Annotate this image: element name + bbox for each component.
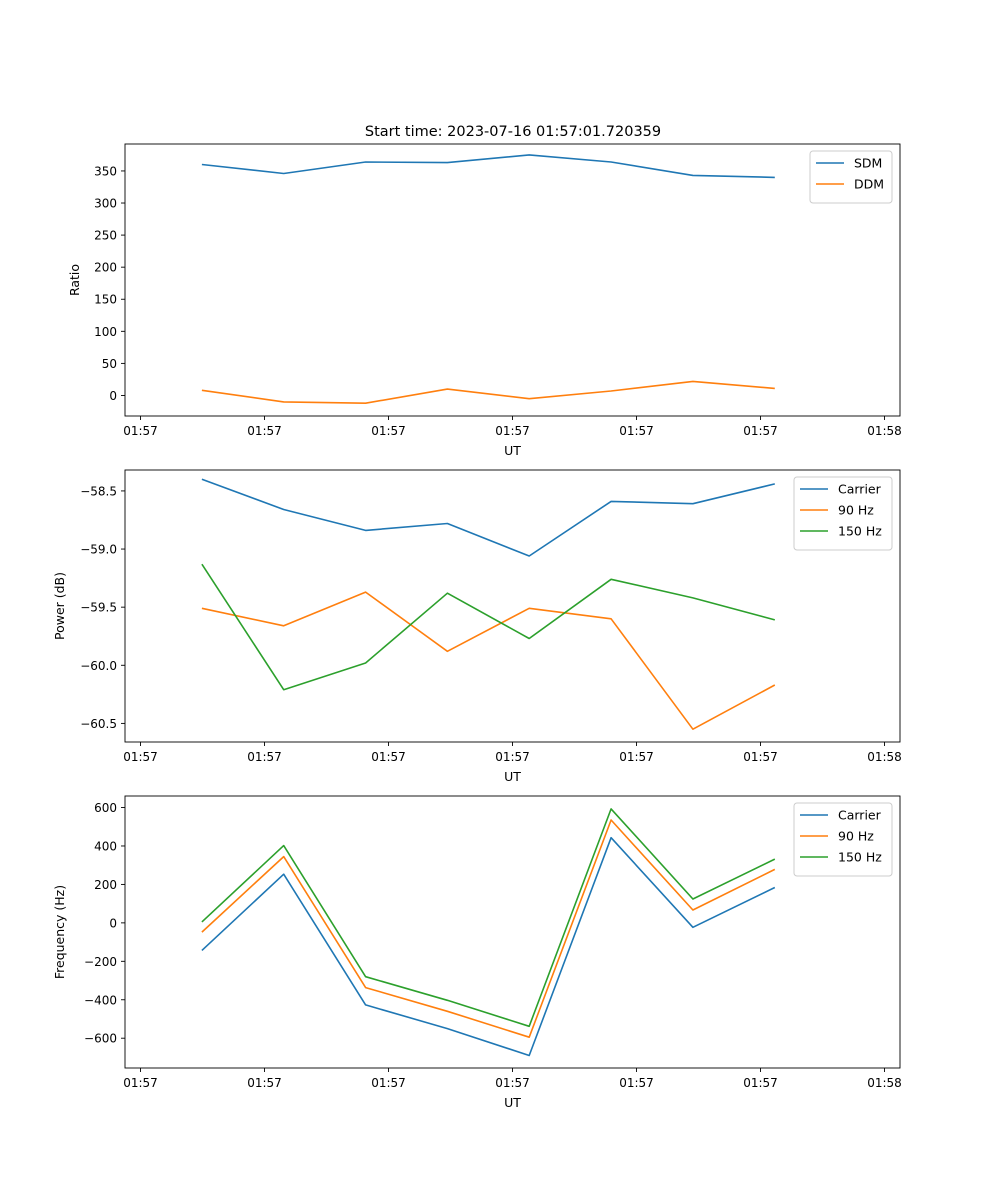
x-tick-label: 01:57 bbox=[619, 424, 654, 438]
y-tick-label: 0 bbox=[109, 389, 117, 403]
x-tick-label: 01:57 bbox=[371, 750, 406, 764]
x-tick-label: 01:57 bbox=[371, 424, 406, 438]
panel-2: 01:57 01:57 01:57 01:57 01:57 01:57 01:58 −60.5… bbox=[52, 469, 902, 784]
x-tick-label: 01:57 bbox=[123, 424, 158, 438]
y-tick-label: 300 bbox=[94, 197, 117, 211]
y-tick-label: 250 bbox=[94, 229, 117, 243]
series-line-ddm bbox=[201, 380, 775, 405]
legend-label: DDM bbox=[854, 177, 884, 192]
legend: Carrier 90 Hz 150 Hz bbox=[793, 802, 893, 877]
x-axis-label: UT bbox=[504, 1095, 521, 1110]
y-tick-label: 50 bbox=[102, 357, 117, 371]
series-line-150-hz bbox=[201, 563, 776, 691]
series-line-90-hz bbox=[201, 819, 776, 1038]
y-tick-label: −400 bbox=[84, 993, 117, 1007]
panel-1: 01:57 01:57 01:57 01:57 01:57 01:57 01:58 0 50 10… bbox=[67, 143, 902, 458]
x-tick-label: 01:57 bbox=[495, 750, 530, 764]
series-line-150-hz bbox=[201, 808, 776, 1028]
series-line-carrier bbox=[201, 836, 776, 1057]
x-axis-label: UT bbox=[504, 769, 521, 784]
legend-label: SDM bbox=[854, 156, 882, 171]
y-tick-label: −59.0 bbox=[80, 543, 117, 557]
x-tick-label: 01:57 bbox=[123, 750, 158, 764]
x-tick-label: 01:57 bbox=[371, 1076, 406, 1090]
y-tick-label: −60.5 bbox=[80, 717, 117, 731]
legend-label: Carrier bbox=[838, 482, 882, 497]
y-tick-label: 350 bbox=[94, 164, 117, 178]
y-axis-label: Frequency (Hz) bbox=[52, 885, 67, 979]
y-tick-label: −600 bbox=[84, 1032, 117, 1046]
y-tick-label: −200 bbox=[84, 955, 117, 969]
x-tick-label: 01:57 bbox=[495, 1076, 530, 1090]
series-line-90-hz bbox=[201, 591, 776, 731]
y-tick-label: −60.0 bbox=[80, 659, 117, 673]
legend-label: 90 Hz bbox=[838, 829, 874, 844]
figure-title: Start time: 2023-07-16 01:57:01.720359 bbox=[365, 124, 661, 140]
x-tick-label: 01:58 bbox=[867, 750, 902, 764]
y-tick-label: −58.5 bbox=[80, 484, 117, 498]
legend-label: 150 Hz bbox=[838, 524, 882, 539]
y-tick-label: 600 bbox=[94, 801, 117, 815]
x-tick-label: 01:57 bbox=[743, 750, 778, 764]
x-tick-label: 01:57 bbox=[743, 424, 778, 438]
legend: SDM DDM bbox=[809, 150, 893, 204]
y-tick-label: 150 bbox=[94, 293, 117, 307]
y-tick-label: 200 bbox=[94, 878, 117, 892]
series-line-carrier bbox=[201, 478, 775, 557]
y-tick-label: 100 bbox=[94, 325, 117, 339]
legend: Carrier 90 Hz 150 Hz bbox=[793, 476, 893, 551]
series-line-sdm bbox=[201, 154, 775, 179]
x-tick-label: 01:57 bbox=[247, 1076, 282, 1090]
x-tick-label: 01:57 bbox=[619, 1076, 654, 1090]
axes-frame bbox=[124, 143, 901, 417]
panels: 01:57 01:57 01:57 01:57 01:57 01:57 01:58 0 50 10… bbox=[52, 143, 902, 1110]
x-axis-label: UT bbox=[504, 443, 521, 458]
legend-label: 90 Hz bbox=[838, 503, 874, 518]
legend-box bbox=[809, 150, 893, 204]
x-tick-label: 01:58 bbox=[867, 424, 902, 438]
y-tick-label: 0 bbox=[109, 916, 117, 930]
y-tick-label: −59.5 bbox=[80, 601, 117, 615]
y-axis-label: Ratio bbox=[67, 264, 82, 296]
x-tick-label: 01:57 bbox=[495, 424, 530, 438]
y-tick-label: 200 bbox=[94, 261, 117, 275]
y-axis-label: Power (dB) bbox=[52, 572, 67, 640]
x-tick-label: 01:57 bbox=[247, 750, 282, 764]
x-tick-label: 01:57 bbox=[743, 1076, 778, 1090]
axes-frame bbox=[124, 469, 901, 743]
x-tick-label: 01:57 bbox=[619, 750, 654, 764]
axes-frame bbox=[124, 795, 901, 1069]
panel-3: 01:57 01:57 01:57 01:57 01:57 01:57 01:58 −600 −… bbox=[52, 795, 902, 1110]
legend-label: 150 Hz bbox=[838, 850, 882, 865]
y-tick-label: 400 bbox=[94, 839, 117, 853]
x-tick-label: 01:58 bbox=[867, 1076, 902, 1090]
x-tick-label: 01:57 bbox=[247, 424, 282, 438]
x-tick-label: 01:57 bbox=[123, 1076, 158, 1090]
legend-label: Carrier bbox=[838, 808, 882, 823]
